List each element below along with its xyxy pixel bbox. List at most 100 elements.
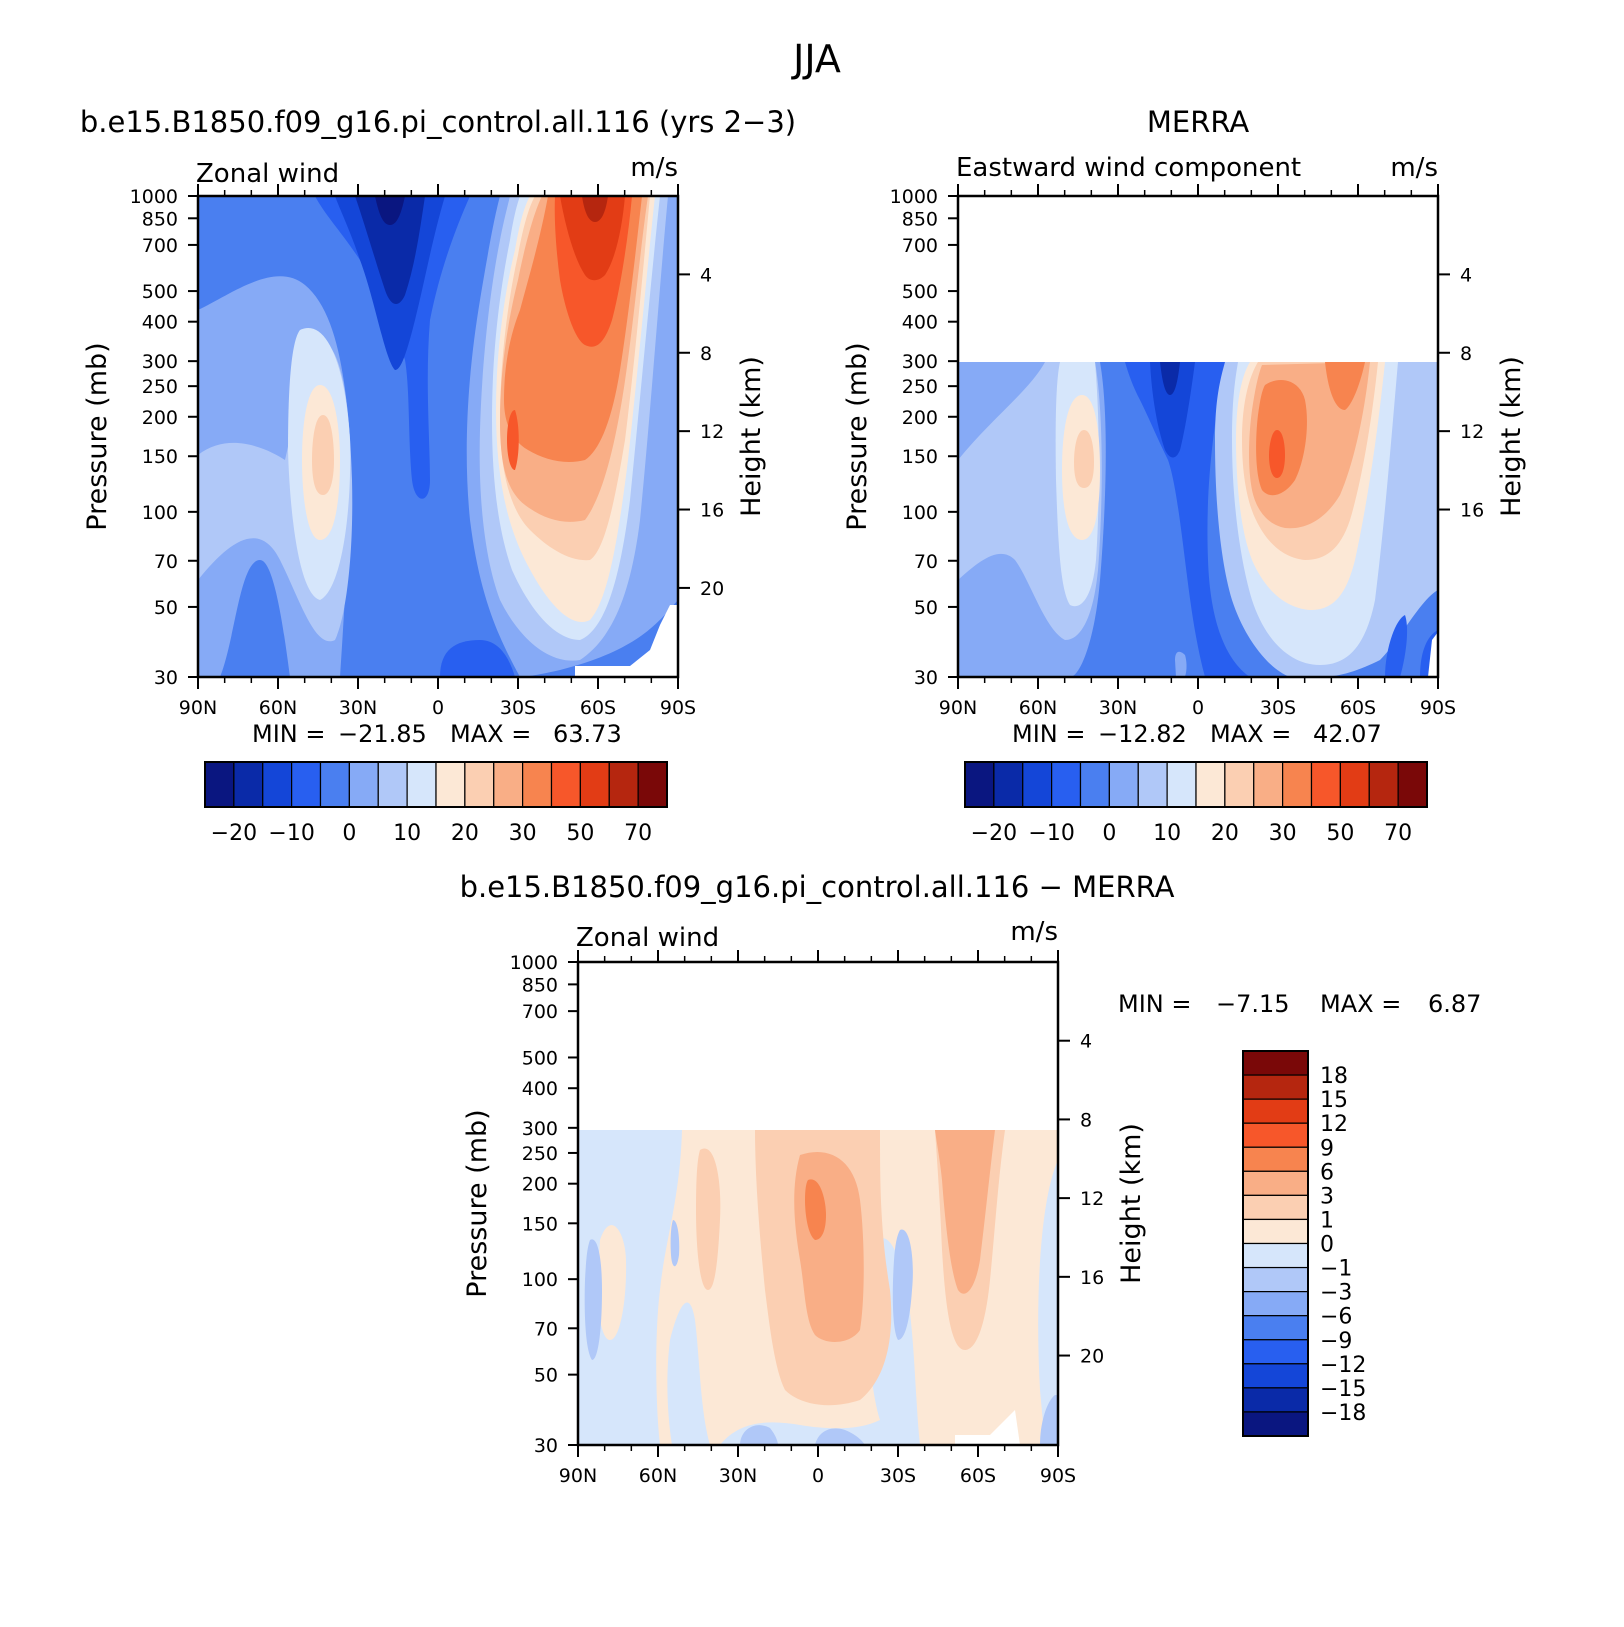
- missing-data-region: [958, 196, 1438, 362]
- y-tick-label: 200: [142, 407, 178, 429]
- max-value: 6.87: [1428, 990, 1481, 1018]
- y2-axis-label: Height (km): [736, 356, 767, 517]
- colorbar: −20 −10 0 10 20 30 50 70: [964, 761, 1428, 846]
- colorbar-swatch: [406, 761, 437, 808]
- max-label: MAX =: [450, 720, 531, 748]
- colorbar-label: 50: [1326, 821, 1354, 846]
- y2-tick-label: 16: [1080, 1267, 1104, 1289]
- colorbar-swatch: [319, 761, 350, 808]
- missing-data-region: [578, 962, 1058, 1130]
- y-axis-label: Pressure (mb): [842, 342, 873, 530]
- colorbar-swatch: [464, 761, 495, 808]
- panel-model-title: b.e15.B1850.f09_g16.pi_control.all.116 (…: [80, 105, 796, 139]
- x-tick-label: 60S: [580, 697, 616, 719]
- colorbar-swatch: [377, 761, 408, 808]
- colorbar-swatch: [579, 761, 610, 808]
- colorbar-swatch: [1242, 1050, 1309, 1076]
- colorbar-swatch: [1224, 761, 1255, 808]
- x-tick-label: 30N: [719, 1465, 757, 1487]
- colorbar-label: −15: [1320, 1377, 1366, 1402]
- panel-merra-left-string: Eastward wind component: [956, 153, 1301, 183]
- colorbar-label: 18: [1320, 1064, 1348, 1089]
- y-tick-label: 200: [522, 1174, 558, 1196]
- min-value: −21.85: [338, 720, 427, 748]
- colorbar-swatch: [1282, 761, 1313, 808]
- colorbar-swatch: [522, 761, 553, 808]
- colorbar-label: −10: [268, 821, 314, 846]
- contour-fill: [584, 1239, 602, 1360]
- panel-model: b.e15.B1850.f09_g16.pi_control.all.116 (…: [80, 105, 796, 846]
- colorbar-swatch: [1242, 1315, 1309, 1341]
- contour-fill: [1325, 362, 1365, 410]
- panel-difference-title: b.e15.B1850.f09_g16.pi_control.all.116 −…: [460, 870, 1175, 904]
- x-tick-label: 90N: [559, 1465, 597, 1487]
- x-tick-label: 30N: [1099, 697, 1137, 719]
- colorbar-label: −10: [1028, 821, 1074, 846]
- colorbar-label: −20: [211, 821, 257, 846]
- y2-axis-label: Height (km): [1496, 356, 1527, 517]
- colorbar-swatch: [1242, 1194, 1309, 1221]
- y2-tick-label: 12: [700, 421, 724, 443]
- y-tick-label: 100: [142, 502, 178, 524]
- y2-tick-label: 8: [700, 343, 712, 365]
- contour-fill: [1385, 615, 1408, 677]
- y-tick-label: 400: [522, 1078, 558, 1100]
- y-tick-label: 300: [522, 1118, 558, 1140]
- colorbar-label: −1: [1320, 1257, 1352, 1282]
- colorbar-swatch: [1368, 761, 1399, 808]
- contour-fill: [935, 1130, 995, 1294]
- y-axis-label: Pressure (mb): [462, 1109, 493, 1297]
- contour-fill: [1125, 362, 1250, 677]
- y2-tick-label: 12: [1080, 1188, 1104, 1210]
- min-label: MIN =: [1118, 990, 1191, 1018]
- season-title: JJA: [791, 37, 841, 81]
- contour-fill: [507, 410, 519, 470]
- colorbar-label: −9: [1320, 1329, 1352, 1354]
- contour-field: [198, 196, 678, 677]
- y2-tick-label: 4: [1460, 264, 1472, 286]
- panel-model-left-string: Zonal wind: [196, 159, 339, 189]
- colorbar-label: 12: [1320, 1112, 1348, 1137]
- colorbar-label: 0: [1102, 821, 1116, 846]
- y-tick-label: 300: [902, 351, 938, 373]
- contour-fill: [582, 196, 608, 222]
- contour-fill: [1175, 651, 1187, 677]
- min-value: −12.82: [1098, 720, 1187, 748]
- colorbar-swatch: [1310, 761, 1341, 808]
- colorbar-label: 0: [1320, 1233, 1334, 1258]
- colorbar: −20 −10 0 10 20 30 50 70: [204, 761, 668, 846]
- y-tick-label: 300: [142, 351, 178, 373]
- x-tick-label: 30S: [500, 697, 536, 719]
- x-tick-label: 30S: [880, 1465, 916, 1487]
- y-tick-label: 70: [154, 551, 178, 573]
- y2-tick-label: 8: [1460, 343, 1472, 365]
- colorbar-swatch: [1108, 761, 1139, 808]
- contour-fill: [1269, 430, 1285, 478]
- y-tick-label: 30: [914, 667, 938, 689]
- colorbar-label: 1: [1320, 1208, 1334, 1233]
- colorbar-label: 3: [1320, 1184, 1334, 1209]
- y-tick-label: 100: [522, 1269, 558, 1291]
- max-value: 63.73: [553, 720, 622, 748]
- x-tick-label: 90S: [1040, 1465, 1076, 1487]
- x-tick-label: 90N: [939, 697, 977, 719]
- colorbar-swatch: [1079, 761, 1110, 808]
- y2-tick-label: 16: [700, 500, 724, 522]
- colorbar-swatch: [1339, 761, 1370, 808]
- max-value: 42.07: [1313, 720, 1382, 748]
- colorbar-swatch: [348, 761, 379, 808]
- colorbar-swatch: [1242, 1122, 1309, 1148]
- y-tick-label: 100: [902, 502, 938, 524]
- x-tick-label: 0: [432, 697, 444, 719]
- colorbar-swatch: [1242, 1170, 1309, 1196]
- y2-tick-label: 4: [700, 264, 712, 286]
- contour-fill: [1074, 430, 1094, 488]
- x-tick-label: 90S: [660, 697, 696, 719]
- colorbar-frame: [1242, 1050, 1309, 1437]
- colorbar-swatch: [964, 761, 995, 808]
- colorbar-label: −3: [1320, 1281, 1352, 1306]
- y-tick-label: 200: [902, 407, 938, 429]
